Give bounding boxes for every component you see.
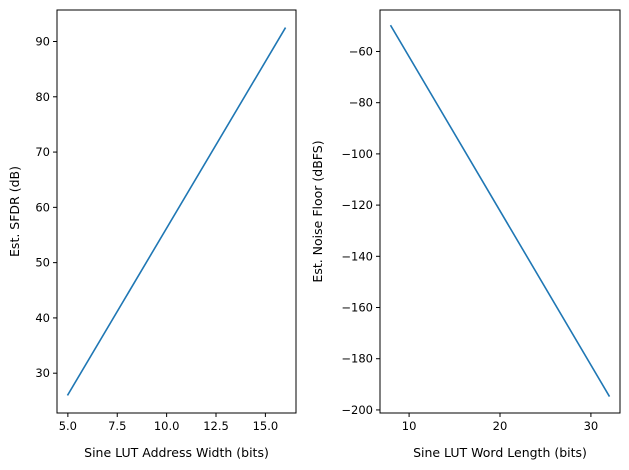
right-chart-x-axis-label: Sine LUT Word Length (bits) [413, 445, 587, 460]
right-chart-y-tick-label: −160 [341, 301, 373, 315]
left-chart-y-tick-label: 60 [35, 200, 50, 214]
left-chart-ticks: 5.0 7.5 10.0 12.5 15.0 30 40 50 60 70 80 90 [35, 35, 278, 433]
right-chart-ticks: 10 20 30 −60 −80 −100 −120 −140 −160 −180 −200 [341, 44, 598, 433]
left-chart-marks [66, 27, 287, 396]
left-chart: 5.0 7.5 10.0 12.5 15.0 30 40 50 60 70 80 90 Sine LU… [7, 9, 297, 460]
left-chart-y-axis-label: Est. SFDR (dB) [7, 166, 22, 257]
right-chart-y-axis-label: Est. Noise Floor (dBFS) [310, 140, 325, 282]
right-chart-y-tick-label: −120 [341, 198, 373, 212]
left-chart-x-axis-label: Sine LUT Address Width (bits) [84, 445, 269, 460]
left-chart-frame [56, 9, 297, 414]
left-chart-y-tick-label: 30 [35, 366, 50, 380]
left-chart-x-tick-label: 15.0 [253, 419, 279, 433]
right-chart-y-tick-label: −200 [341, 403, 373, 417]
left-chart-x-tick-label: 10.0 [154, 419, 180, 433]
right-chart-x-tick-label: 20 [493, 419, 508, 433]
left-chart-series-line-0 [66, 27, 287, 396]
right-chart-y-tick-label: −140 [341, 249, 373, 263]
left-chart-y-tick-label: 70 [35, 145, 50, 159]
left-chart-y-tick-label: 90 [35, 35, 50, 49]
right-chart: 10 20 30 −60 −80 −100 −120 −140 −160 −180 −200 Sin… [310, 9, 621, 460]
right-chart-x-tick-label: 10 [402, 419, 417, 433]
left-chart-x-tick-label: 5.0 [59, 419, 77, 433]
right-chart-y-tick-label: −60 [349, 44, 373, 58]
right-chart-marks [389, 24, 611, 397]
right-chart-y-tick-label: −180 [341, 352, 373, 366]
left-chart-x-tick-label: 7.5 [108, 419, 126, 433]
left-chart-y-tick-label: 50 [35, 256, 50, 270]
right-chart-y-tick-label: −80 [349, 96, 373, 110]
right-chart-y-tick-label: −100 [341, 147, 373, 161]
left-chart-y-tick-label: 40 [35, 311, 50, 325]
left-chart-x-tick-label: 12.5 [203, 419, 229, 433]
right-chart-series-line-0 [389, 24, 611, 397]
right-chart-x-tick-label: 30 [584, 419, 599, 433]
left-chart-y-tick-label: 80 [35, 90, 50, 104]
